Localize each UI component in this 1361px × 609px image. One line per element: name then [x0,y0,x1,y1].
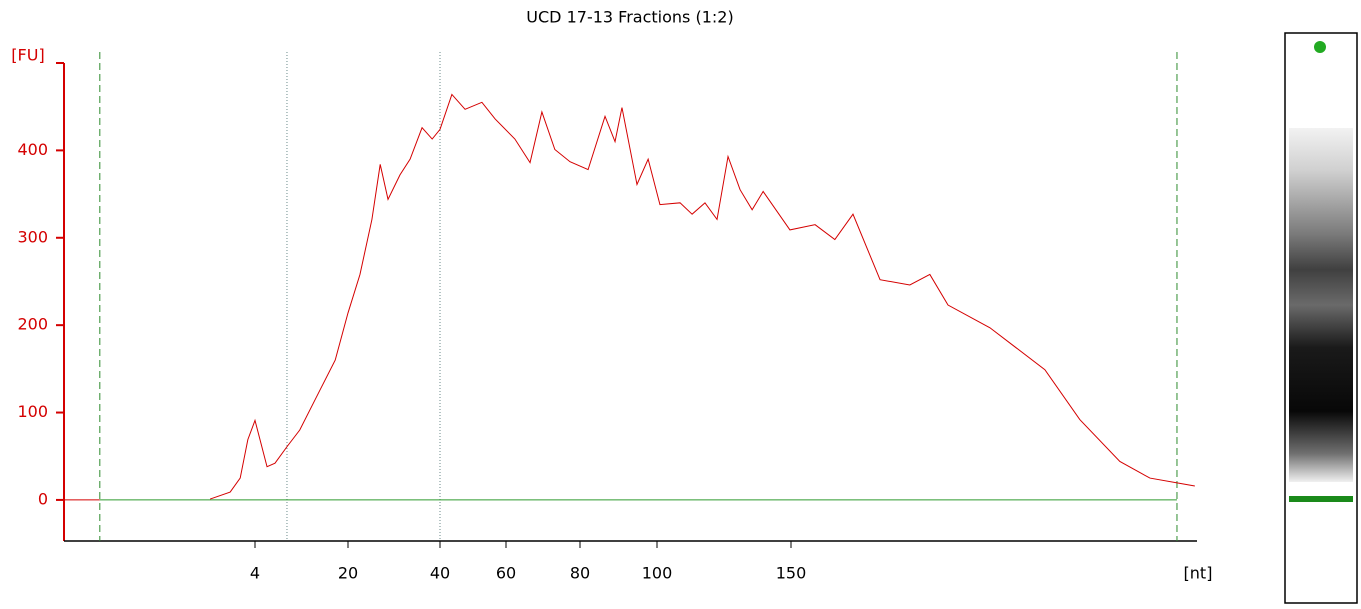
x-tick-label: 150 [776,564,807,583]
y-tick-label: 200 [17,315,48,334]
trace [210,94,1195,499]
x-tick-label: 40 [430,564,450,583]
x-tick-label: 20 [338,564,358,583]
x-tick-label: 80 [570,564,590,583]
x-tick-label: 4 [250,564,260,583]
y-tick-label: 300 [17,227,48,246]
y-tick-label: 400 [17,140,48,159]
chart-title: UCD 17-13 Fractions (1:2) [526,8,733,27]
x-tick-label: 60 [496,564,516,583]
gel-marker-dot [1314,41,1326,53]
y-tick-label: 100 [17,402,48,421]
x-tick-label: 100 [642,564,673,583]
y-tick-label: 0 [38,489,48,508]
gel-bands [1289,128,1353,482]
chart: UCD 17-13 Fractions (1:2) [FU] [nt] 0 100… [0,0,1361,609]
gel-marker-band [1289,496,1353,502]
x-axis-label: [nt] [1184,564,1213,583]
y-axis-label: [FU] [11,46,44,65]
